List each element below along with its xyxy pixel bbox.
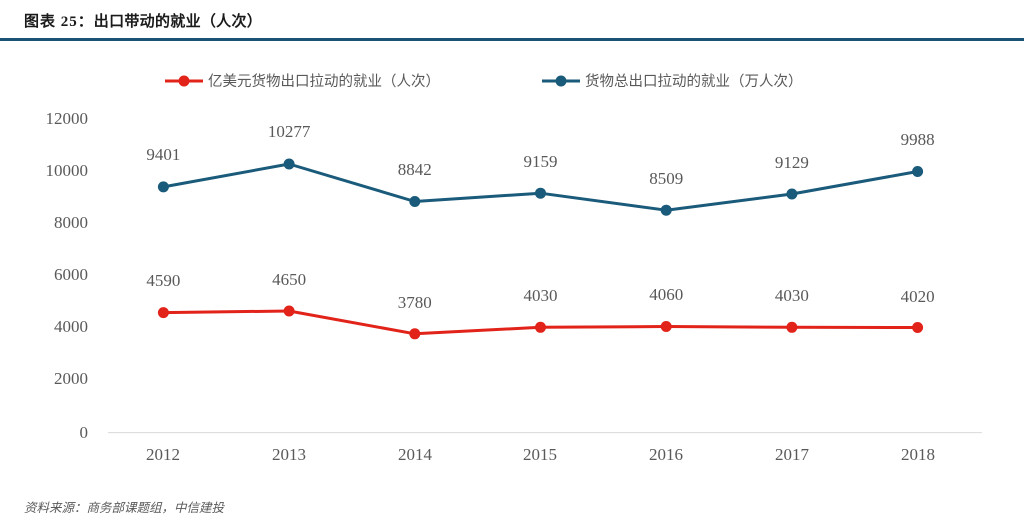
svg-text:2000: 2000 (54, 369, 88, 388)
svg-text:亿美元货物出口拉动的就业（人次）: 亿美元货物出口拉动的就业（人次） (208, 73, 440, 90)
svg-text:2016: 2016 (649, 445, 683, 464)
svg-text:9159: 9159 (524, 152, 558, 171)
svg-text:9401: 9401 (146, 145, 180, 164)
svg-text:2014: 2014 (398, 445, 433, 464)
svg-text:10277: 10277 (268, 122, 311, 141)
svg-text:3780: 3780 (398, 293, 432, 312)
svg-text:2015: 2015 (523, 445, 557, 464)
svg-text:8000: 8000 (54, 213, 88, 232)
svg-text:货物总出口拉动的就业（万人次）: 货物总出口拉动的就业（万人次） (585, 73, 803, 90)
svg-text:9129: 9129 (775, 153, 809, 172)
svg-text:8509: 8509 (649, 169, 683, 188)
svg-text:4060: 4060 (649, 285, 683, 304)
svg-text:6000: 6000 (54, 265, 88, 284)
svg-text:2013: 2013 (272, 445, 306, 464)
svg-text:2017: 2017 (775, 445, 810, 464)
svg-text:2012: 2012 (146, 445, 180, 464)
svg-text:4030: 4030 (524, 286, 558, 305)
svg-text:12000: 12000 (46, 109, 89, 128)
svg-text:10000: 10000 (46, 161, 89, 180)
svg-text:4030: 4030 (775, 286, 809, 305)
svg-text:0: 0 (80, 423, 89, 442)
svg-text:8842: 8842 (398, 160, 432, 179)
svg-text:4020: 4020 (901, 287, 935, 306)
svg-text:4590: 4590 (146, 271, 180, 290)
svg-text:2018: 2018 (901, 445, 935, 464)
svg-text:4650: 4650 (272, 270, 306, 289)
svg-text:9988: 9988 (901, 130, 935, 149)
svg-text:4000: 4000 (54, 317, 88, 336)
